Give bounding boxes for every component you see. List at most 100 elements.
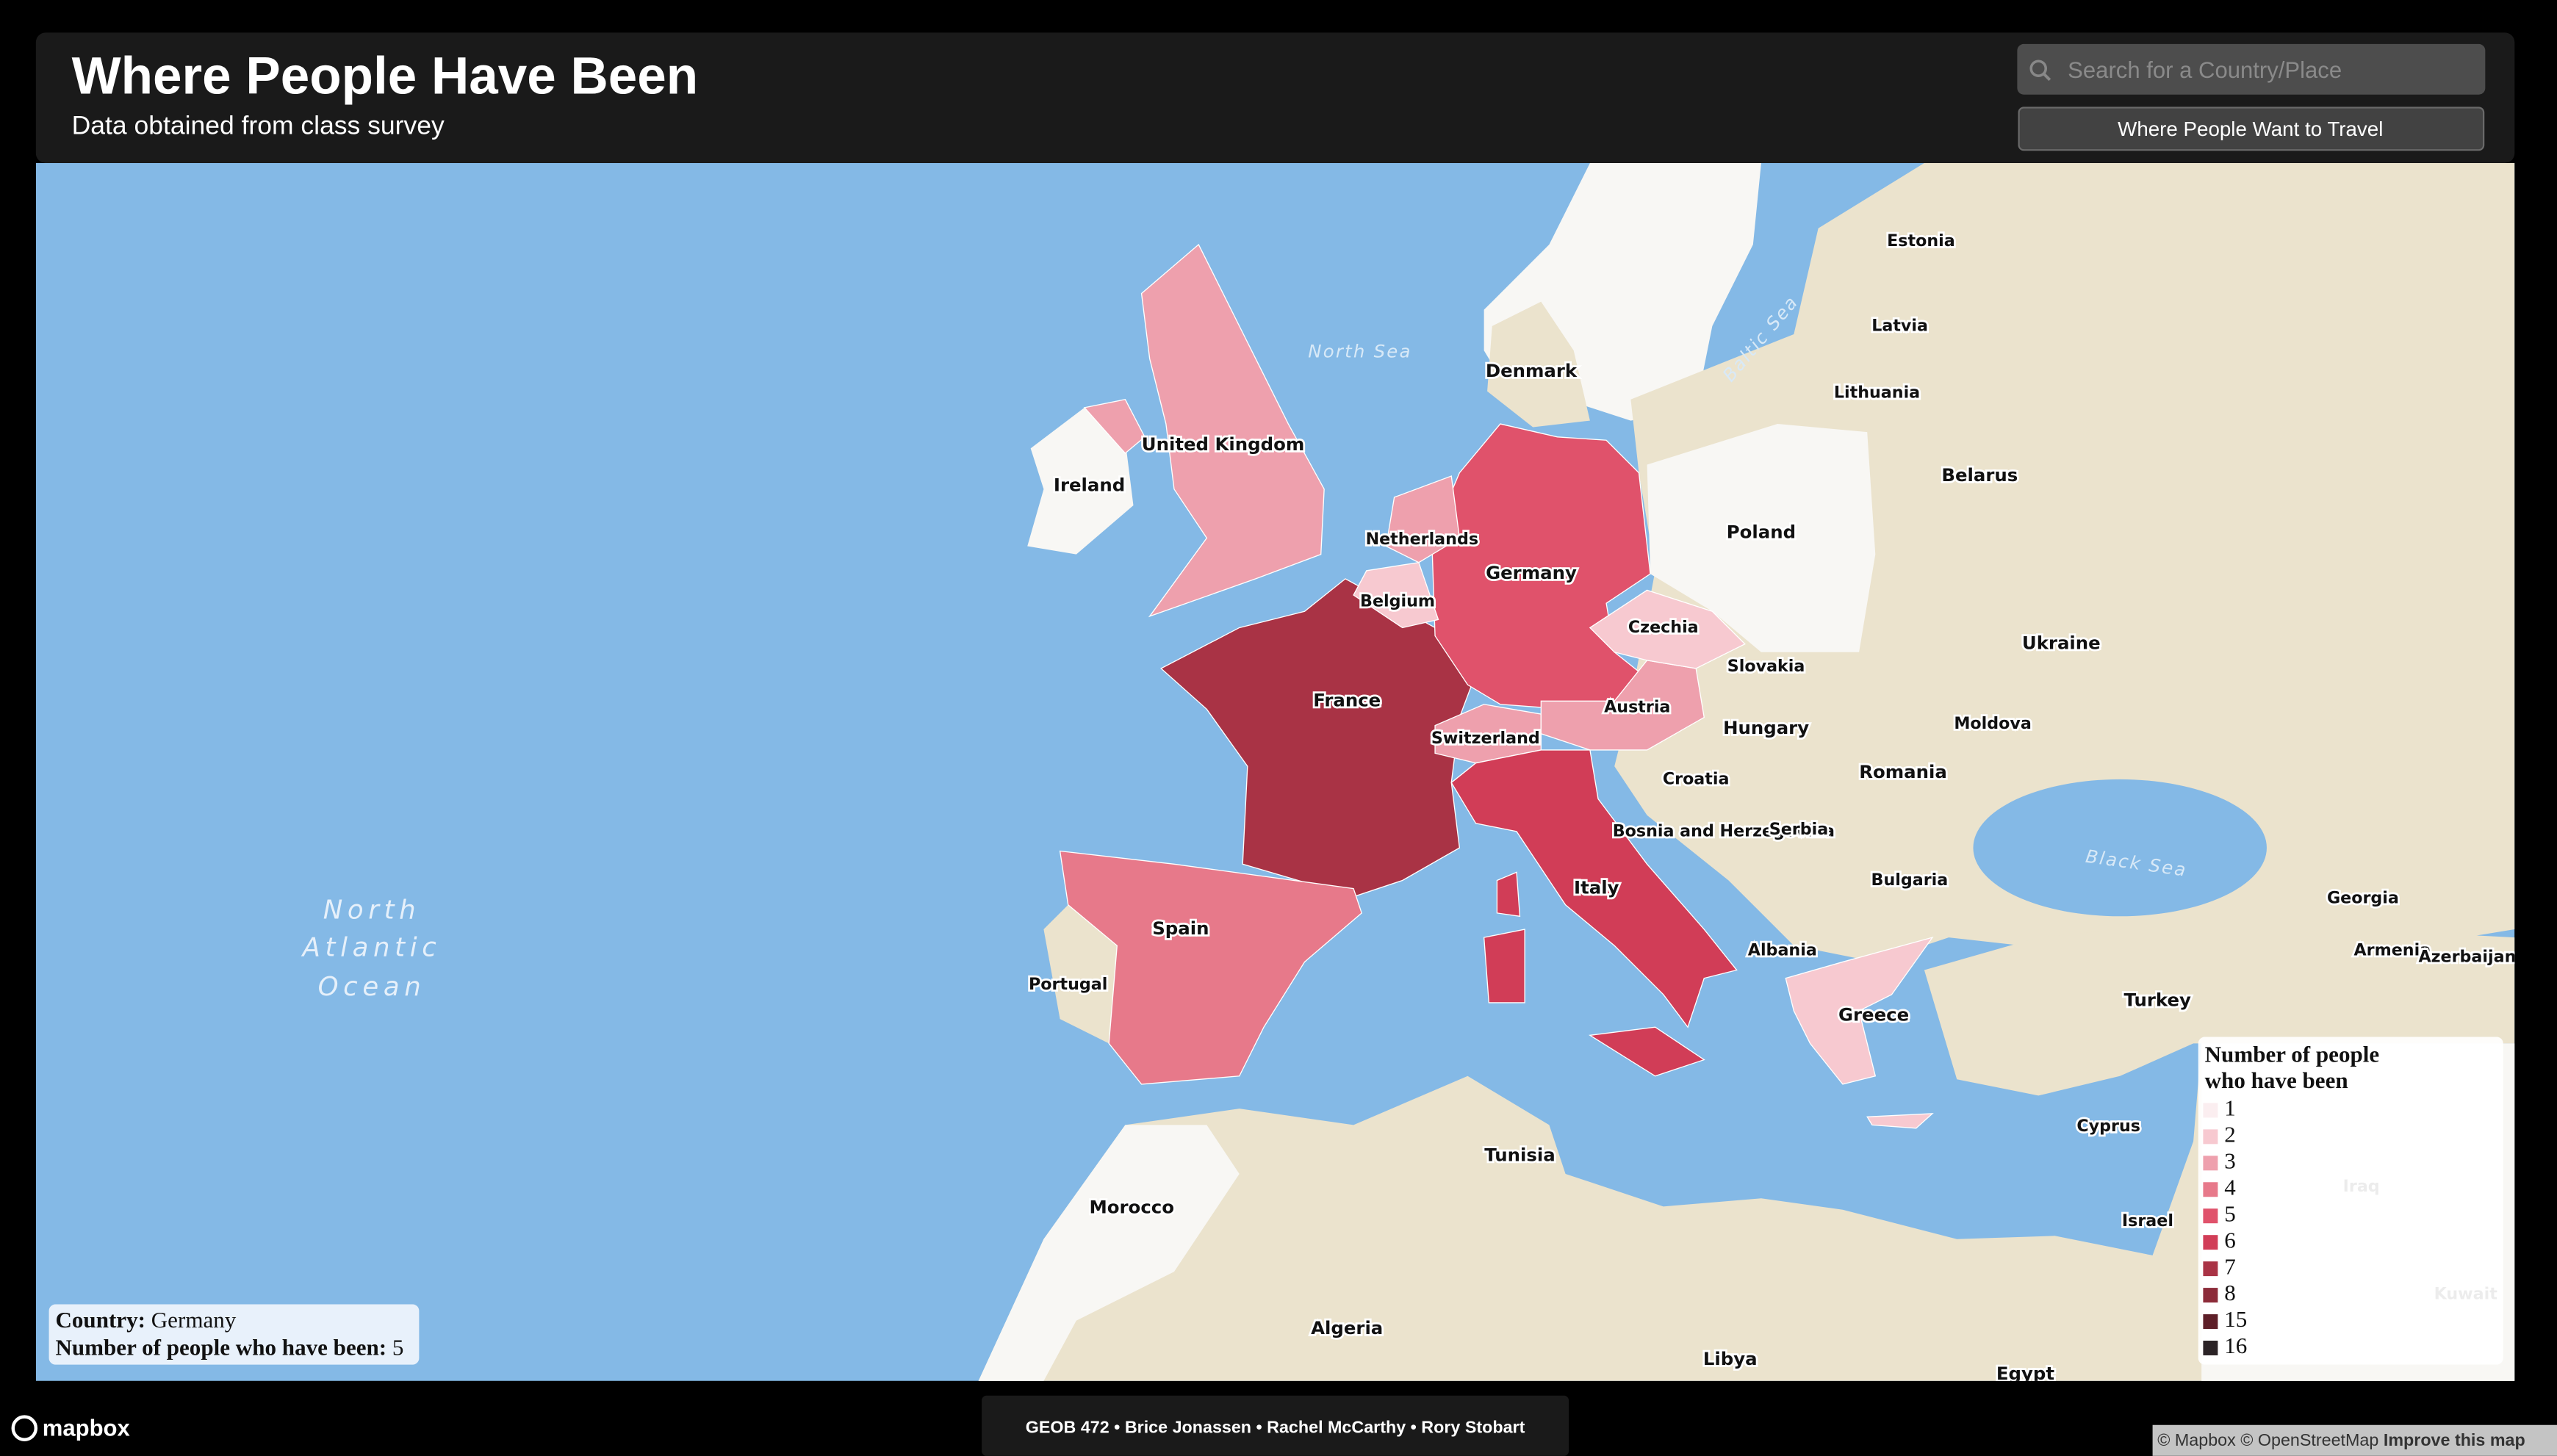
place-label: Bosnia and Herzegovina bbox=[1613, 821, 1835, 840]
turkey bbox=[1924, 920, 2515, 1096]
subtitle: Data obtained from class survey bbox=[72, 110, 445, 140]
legend-swatch bbox=[2203, 1341, 2218, 1355]
denmark bbox=[1487, 301, 1590, 428]
search-placeholder: Search for a Country/Place bbox=[2068, 57, 2342, 83]
logo-mark bbox=[11, 1415, 38, 1441]
place-label: Israel bbox=[2122, 1211, 2173, 1230]
legend-swatch bbox=[2203, 1182, 2218, 1197]
legend-swatch bbox=[2203, 1261, 2218, 1277]
legend-title: who have been bbox=[2205, 1067, 2348, 1093]
credits: GEOB 472 • Brice Jonassen • Rachel McCar… bbox=[1026, 1417, 1525, 1436]
country-shape[interactable] bbox=[1589, 589, 1746, 669]
place-label: Serbia bbox=[1769, 820, 1828, 839]
eastern-europe bbox=[1614, 162, 2515, 979]
legend-value: 6 bbox=[2224, 1227, 2236, 1253]
button-label: Where People Want to Travel bbox=[2118, 118, 2383, 140]
country-label: United Kingdom bbox=[1142, 433, 1305, 455]
ireland bbox=[1027, 407, 1134, 555]
country-shape[interactable] bbox=[1785, 937, 1934, 1129]
place-label: Ukraine bbox=[2022, 633, 2101, 654]
place-label: Libya bbox=[1703, 1348, 1758, 1369]
poland bbox=[1647, 424, 1876, 652]
ocean-label: Ocean bbox=[318, 972, 426, 1002]
attribution-text: © Mapbox © OpenStreetMap bbox=[2157, 1430, 2378, 1449]
country-label: France bbox=[1313, 689, 1381, 710]
country-shape[interactable] bbox=[1385, 475, 1461, 563]
footer: mapbox GEOB 472 • Brice Jonassen • Rache… bbox=[11, 1395, 2557, 1456]
legend-value: 16 bbox=[2224, 1333, 2247, 1358]
info-label: Number of people who have been: bbox=[55, 1335, 386, 1361]
legend-swatch bbox=[2203, 1235, 2218, 1250]
place-label: Moldova bbox=[1954, 714, 2032, 733]
info-background bbox=[48, 1304, 420, 1365]
legend-swatch bbox=[2203, 1314, 2218, 1330]
place-label: Portugal bbox=[1029, 975, 1107, 994]
legend-value: 2 bbox=[2224, 1121, 2236, 1147]
legend-swatch bbox=[2203, 1129, 2218, 1145]
place-label: Tunisia bbox=[1484, 1145, 1555, 1166]
logo[interactable]: mapbox bbox=[43, 1416, 131, 1441]
legend-value: 8 bbox=[2224, 1280, 2236, 1305]
info-line: Country: Germany bbox=[55, 1307, 236, 1333]
info-value: 5 bbox=[392, 1335, 404, 1361]
legend-swatch bbox=[2203, 1103, 2218, 1118]
country-label: Switzerland bbox=[1431, 729, 1540, 748]
search-icon bbox=[2029, 60, 2048, 77]
country-shape[interactable] bbox=[1083, 243, 1325, 618]
country-shape[interactable] bbox=[1431, 423, 1656, 710]
place-label: Denmark bbox=[1486, 360, 1578, 381]
info-label: Country: bbox=[55, 1307, 145, 1333]
place-label: Cyprus bbox=[2076, 1117, 2140, 1136]
info-line: Number of people who have been: 5 bbox=[55, 1335, 403, 1361]
map[interactable]: United Kingdom France Spain Germany Neth… bbox=[35, 162, 2517, 1384]
country-shape[interactable] bbox=[1450, 749, 1738, 1077]
country-shape[interactable] bbox=[1353, 561, 1439, 629]
header: Where People Have Been Data obtained fro… bbox=[35, 32, 2515, 163]
ocean-label: Atlantic bbox=[301, 933, 442, 963]
attribution-link[interactable]: Improve this map bbox=[2384, 1430, 2525, 1449]
legend-value: 3 bbox=[2224, 1147, 2236, 1173]
place-label: Egypt bbox=[1996, 1363, 2055, 1384]
search-icon bbox=[2042, 72, 2051, 82]
attribution-bar bbox=[2152, 1424, 2557, 1456]
place-label: Georgia bbox=[2327, 888, 2399, 907]
place-label: Croatia bbox=[1663, 769, 1730, 788]
place-label: Estonia bbox=[1887, 231, 1955, 251]
search-box[interactable] bbox=[2017, 43, 2486, 95]
place-label: Turkey bbox=[2124, 990, 2192, 1011]
place-label: Poland bbox=[1727, 522, 1796, 543]
legend-swatch bbox=[2203, 1208, 2218, 1224]
credits-bar bbox=[982, 1395, 1569, 1456]
legend-value: 4 bbox=[2224, 1174, 2236, 1200]
morocco bbox=[978, 1125, 1240, 1381]
country-shape[interactable] bbox=[1059, 850, 1362, 1085]
legend-swatch bbox=[2203, 1288, 2218, 1303]
legend-title: Number of people bbox=[2205, 1041, 2380, 1067]
africa bbox=[978, 1043, 2515, 1381]
travel-button[interactable] bbox=[2018, 107, 2485, 151]
ocean-label: North bbox=[323, 895, 421, 926]
place-label: Belarus bbox=[1941, 464, 2018, 486]
place-label: Albania bbox=[1748, 940, 1817, 959]
country-label: Greece bbox=[1838, 1004, 1909, 1026]
place-label: Slovakia bbox=[1727, 657, 1805, 676]
place-label: Ireland bbox=[1054, 474, 1125, 495]
country-label: Spain bbox=[1152, 918, 1209, 939]
country-shape[interactable] bbox=[1540, 660, 1705, 751]
country-label: Italy bbox=[1574, 877, 1619, 898]
country-label: Czechia bbox=[1628, 618, 1699, 637]
place-label: Armenia bbox=[2354, 940, 2431, 959]
place-label: Hungary bbox=[1723, 717, 1809, 738]
sea-label: North Sea bbox=[1308, 340, 1411, 361]
header-bar bbox=[35, 32, 2515, 163]
legend: Number of people who have been 123456781… bbox=[2198, 1037, 2503, 1365]
place-label: Lithuania bbox=[1834, 383, 1920, 402]
place-label: Latvia bbox=[1871, 316, 1928, 335]
legend-box bbox=[2198, 1037, 2503, 1365]
country-label: Netherlands bbox=[1366, 530, 1478, 549]
legend-value: 5 bbox=[2224, 1200, 2236, 1226]
attribution: © Mapbox © OpenStreetMap Improve this ma… bbox=[2157, 1430, 2525, 1449]
